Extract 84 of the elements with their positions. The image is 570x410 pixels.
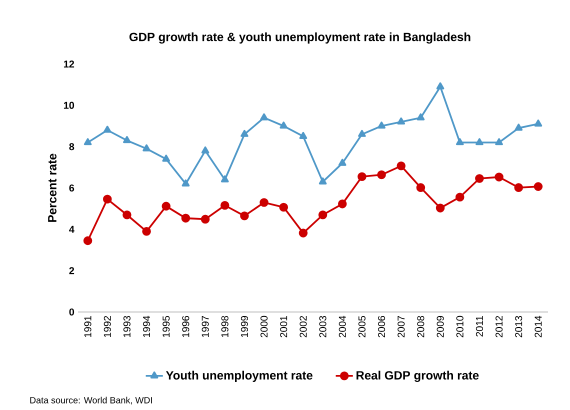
x-tick-label: 1999: [240, 316, 248, 338]
x-tick-label: 2004: [338, 316, 346, 338]
x-tick-label: 1995: [162, 316, 170, 338]
point: [280, 122, 288, 129]
x-tick-label: 1991: [84, 316, 92, 338]
point: [240, 212, 249, 220]
x-tick-label: 2012: [496, 316, 503, 338]
x-tick-label: 1998: [221, 316, 228, 338]
y-tick-label: 6: [69, 184, 74, 192]
point: [240, 130, 248, 137]
y-tick-label: 8: [69, 143, 74, 150]
y-tick-label: 4: [69, 226, 74, 233]
point: [260, 198, 268, 207]
point: [534, 182, 543, 191]
point: [476, 138, 484, 146]
point: [455, 192, 464, 202]
chart-title: GDP growth rate & youth unemployment rate in Bangladesh: [129, 32, 470, 44]
point: [338, 158, 346, 166]
point: [142, 227, 151, 236]
point: [416, 113, 425, 120]
point: [318, 177, 327, 184]
point: [358, 130, 366, 137]
legend-label: Real GDP growth rate: [356, 370, 479, 382]
point: [377, 170, 386, 180]
x-tick-label: 1996: [182, 316, 190, 338]
x-tick-label: 1993: [123, 316, 130, 338]
x-tick-label: 1997: [202, 316, 209, 338]
x-tick-label: 2008: [417, 316, 424, 338]
point: [162, 154, 170, 162]
point: [378, 122, 386, 129]
point: [436, 82, 444, 90]
point: [162, 202, 171, 211]
point: [220, 200, 230, 210]
point: [181, 214, 190, 223]
point: [84, 138, 92, 146]
x-tick-label: 2009: [436, 316, 444, 338]
point: [142, 144, 150, 152]
x-tick-label: 2007: [398, 316, 405, 338]
x-tick-label: 2002: [300, 316, 307, 338]
point: [182, 179, 190, 187]
y-axis-title: Percent rate: [48, 154, 56, 222]
point: [416, 183, 426, 192]
x-tick-label: 2014: [534, 316, 542, 338]
point: [495, 138, 503, 146]
x-tick-label: 2000: [260, 316, 268, 338]
point: [338, 200, 347, 208]
point: [103, 126, 112, 133]
point: [358, 172, 366, 182]
point: [534, 120, 542, 127]
x-tick-label: 2005: [358, 316, 366, 338]
point: [514, 124, 523, 131]
point: [220, 175, 229, 182]
legend-label: Youth unemployment rate: [166, 370, 312, 382]
point: [318, 210, 328, 220]
point: [123, 136, 131, 144]
y-tick-label: 10: [64, 102, 74, 109]
y-tick-label: 0: [69, 308, 74, 316]
point: [279, 202, 288, 212]
x-tick-label: 2010: [456, 316, 464, 338]
x-tick-label: 2013: [515, 316, 522, 338]
x-tick-label: 1994: [143, 316, 150, 338]
point: [122, 210, 132, 220]
point: [260, 113, 268, 120]
point: [200, 214, 210, 224]
point: [494, 172, 504, 182]
point: [102, 194, 112, 204]
point: [397, 117, 406, 125]
point: [436, 204, 445, 212]
point: [514, 183, 524, 192]
point: [299, 132, 308, 139]
x-tick-label: 2006: [378, 316, 386, 338]
x-tick-label: 2001: [280, 316, 288, 338]
y-tick-label: 2: [69, 267, 74, 274]
point: [475, 174, 484, 183]
x-tick-label: 2011: [476, 316, 483, 337]
x-tick-label: 1992: [104, 316, 111, 338]
y-tick-label: 12: [64, 60, 74, 68]
point: [298, 228, 308, 238]
point: [83, 236, 92, 246]
point: [201, 146, 210, 154]
point: [396, 161, 406, 170]
source-note: Data source: World Bank, WDI: [30, 396, 152, 404]
point: [456, 138, 464, 146]
x-tick-label: 2003: [319, 316, 326, 338]
